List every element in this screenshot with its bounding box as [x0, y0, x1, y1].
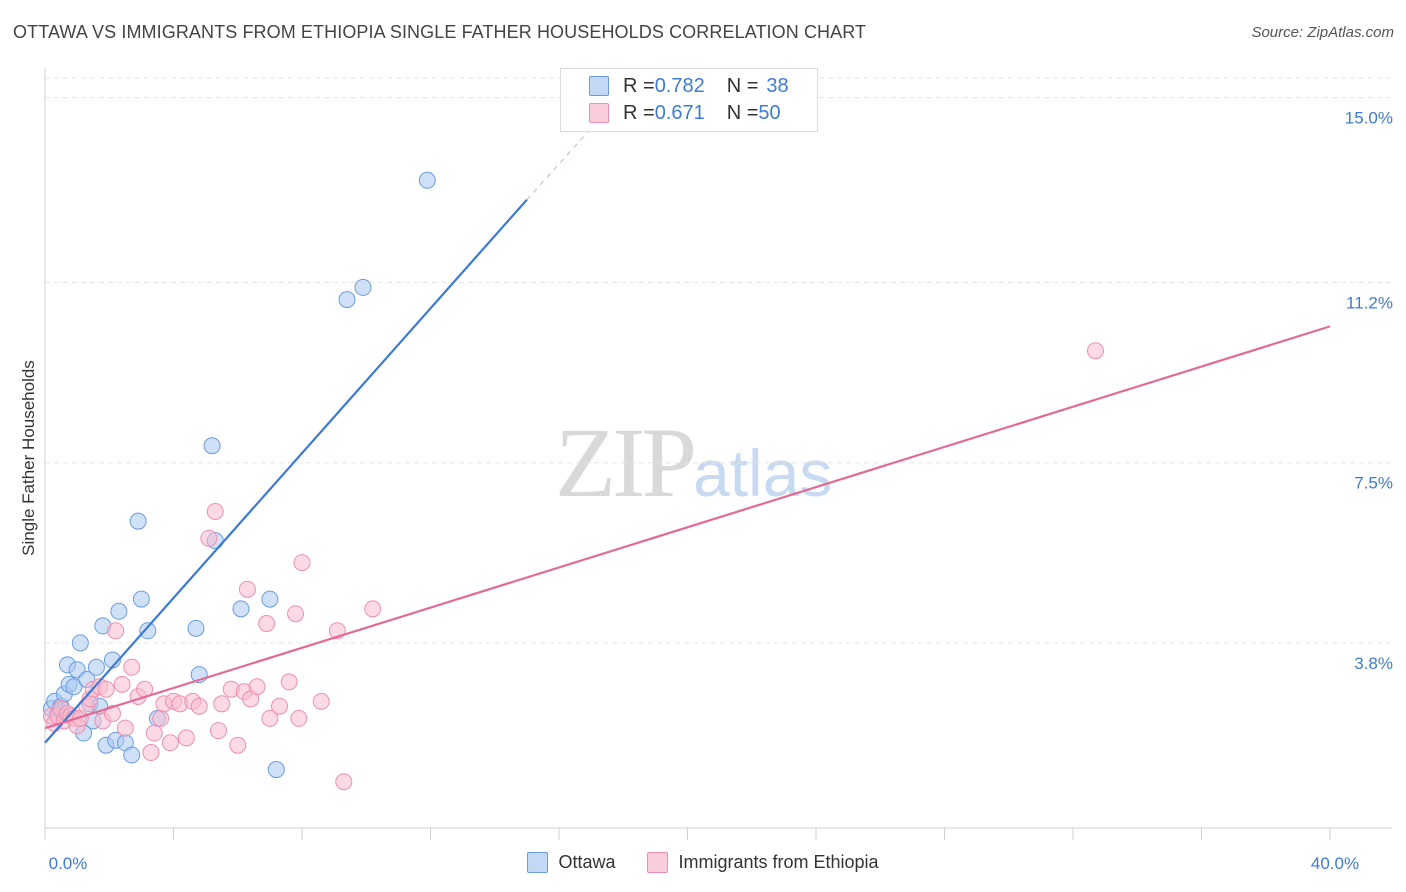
legend-n-value: 50 [758, 101, 781, 124]
legend-row-ottawa: R = 0.782 N = 38 [561, 74, 789, 98]
point-ethiopia [335, 773, 353, 791]
point-ethiopia [312, 692, 330, 710]
point-ottawa [203, 437, 221, 455]
y-axis-title: Single Father Households [19, 360, 38, 556]
legend-row-ethiopia: R = 0.671 N = 50 [561, 101, 781, 125]
point-ottawa [354, 278, 372, 296]
point-ethiopia [293, 554, 311, 572]
point-ethiopia [103, 705, 121, 723]
point-ethiopia [161, 734, 179, 752]
legend-swatch-ottawa [589, 76, 609, 96]
x-tick-label: 40.0% [1311, 854, 1359, 873]
point-ottawa [71, 634, 89, 652]
series-swatch-ottawa [527, 852, 549, 873]
series-legend-label: Ottawa [558, 852, 616, 872]
point-ethiopia [107, 622, 125, 640]
watermark-atlas: atlas [693, 436, 833, 510]
legend-n-label: N = [726, 74, 759, 97]
point-ethiopia [238, 580, 256, 598]
legend-n-label: N = [726, 101, 759, 124]
point-ottawa [110, 602, 128, 620]
point-ethiopia [229, 736, 247, 754]
point-ethiopia [177, 729, 195, 747]
point-ethiopia [206, 502, 224, 520]
point-ethiopia [364, 600, 382, 618]
y-tick-label: 7.5% [1354, 474, 1393, 493]
trendline-ethiopia [44, 325, 1331, 730]
point-ottawa [65, 678, 83, 696]
series-legend-ethiopia: Immigrants from Ethiopia [647, 852, 879, 873]
legend-r-value: 0.671 [654, 101, 705, 124]
point-ethiopia [1086, 342, 1104, 360]
point-ethiopia [123, 658, 141, 676]
y-tick-label: 3.8% [1354, 654, 1393, 673]
point-ottawa [187, 619, 205, 637]
point-ethiopia [213, 695, 231, 713]
point-ethiopia [271, 697, 289, 715]
legend-swatch-ethiopia [589, 103, 609, 123]
point-ottawa [267, 761, 285, 779]
point-ethiopia [290, 709, 308, 727]
point-ottawa [132, 590, 150, 608]
point-ottawa [87, 658, 105, 676]
point-ottawa [418, 171, 436, 189]
point-ottawa [129, 512, 147, 530]
point-ethiopia [200, 529, 218, 547]
point-ethiopia [287, 605, 305, 623]
y-tick-label: 11.2% [1346, 294, 1393, 313]
point-ethiopia [142, 744, 160, 762]
chart-title: OTTAWA VS IMMIGRANTS FROM ETHIOPIA SINGL… [13, 22, 867, 42]
legend-r-label: R = [623, 101, 655, 124]
point-ethiopia [258, 614, 276, 632]
point-ottawa [123, 746, 141, 764]
y-tick-label: 15.0% [1345, 108, 1393, 127]
point-ethiopia [280, 673, 298, 691]
series-swatch-ethiopia [647, 852, 669, 873]
point-ethiopia [97, 680, 115, 698]
x-tick-label: 0.0% [49, 854, 88, 873]
point-ethiopia [209, 722, 227, 740]
trendline-ottawa [44, 199, 528, 744]
legend-n-value: 38 [766, 74, 789, 97]
series-legend: Ottawa Immigrants from Ethiopia [0, 852, 1406, 873]
legend-r-label: R = [623, 74, 655, 97]
series-legend-ottawa: Ottawa [527, 852, 615, 873]
point-ethiopia [152, 709, 170, 727]
legend-r-value: 0.782 [654, 74, 705, 97]
point-ottawa [261, 590, 279, 608]
series-legend-label: Immigrants from Ethiopia [678, 852, 879, 872]
point-ethiopia [261, 709, 279, 727]
point-ottawa [338, 291, 356, 309]
source-label: Source: ZipAtlas.com [1251, 24, 1394, 41]
point-ethiopia [116, 719, 134, 737]
point-ethiopia [145, 724, 163, 742]
correlation-legend: R = 0.782 N = 38 R = 0.671 N = 50 [560, 68, 818, 132]
point-ethiopia [190, 697, 208, 715]
point-ottawa [139, 622, 157, 640]
point-ottawa [232, 600, 250, 618]
point-ethiopia [113, 675, 131, 693]
point-ethiopia [248, 678, 266, 696]
